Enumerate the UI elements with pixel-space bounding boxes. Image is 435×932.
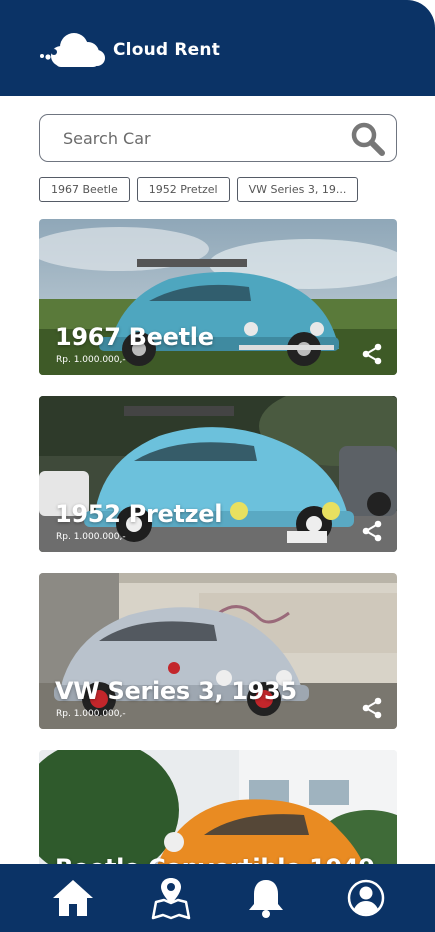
car-card[interactable]: Beetle Convertible 1949 Rp. 1.000.000,- (39, 750, 397, 864)
app-title: Cloud Rent (113, 40, 221, 60)
car-list: 1967 Beetle Rp. 1.000.000,- 1952 Pretzel (39, 219, 397, 864)
car-name: 1967 Beetle (55, 323, 214, 351)
nav-profile[interactable] (344, 876, 388, 920)
car-name: Beetle Convertible 1949 (55, 854, 375, 864)
chip-1952-pretzel[interactable]: 1952 Pretzel (136, 177, 230, 202)
notification-icon (249, 880, 283, 918)
car-photo (39, 750, 397, 864)
bottom-navigation (0, 864, 435, 932)
car-card[interactable]: 1967 Beetle Rp. 1.000.000,- (39, 219, 397, 375)
profile-icon (347, 879, 385, 917)
car-body (59, 607, 304, 695)
car-name: 1952 Pretzel (55, 500, 223, 528)
brand[interactable]: Cloud Rent (38, 30, 220, 70)
nav-notifications[interactable] (244, 876, 288, 920)
car-name: VW Series 3, 1935 (55, 677, 297, 705)
recent-search-chips: 1967 Beetle 1952 Pretzel VW Series 3, 19… (39, 177, 365, 202)
chip-1967-beetle[interactable]: 1967 Beetle (39, 177, 130, 202)
nav-home[interactable] (51, 876, 95, 920)
car-price: Rp. 1.000.000,- (56, 532, 126, 542)
car-price: Rp. 1.000.000,- (56, 355, 126, 365)
car-photo (39, 573, 397, 729)
car-body (109, 271, 339, 349)
search-input[interactable]: Search Car (63, 129, 151, 148)
search-bar[interactable]: Search Car (39, 114, 397, 162)
cloud-logo-icon (40, 33, 105, 67)
map-icon (151, 878, 191, 920)
car-photo (39, 219, 397, 375)
nav-map[interactable] (149, 876, 193, 920)
car-card[interactable]: VW Series 3, 1935 Rp. 1.000.000,- (39, 573, 397, 729)
car-price: Rp. 1.000.000,- (56, 709, 126, 719)
search-icon[interactable] (349, 120, 387, 158)
home-icon (53, 880, 93, 916)
car-photo (39, 396, 397, 552)
chip-vw-series-3[interactable]: VW Series 3, 19... (236, 177, 359, 202)
car-card[interactable]: 1952 Pretzel Rp. 1.000.000,- (39, 396, 397, 552)
share-icon[interactable] (361, 520, 383, 542)
share-icon[interactable] (361, 697, 383, 719)
app-header: Cloud Rent (0, 0, 435, 96)
share-icon[interactable] (361, 343, 383, 365)
